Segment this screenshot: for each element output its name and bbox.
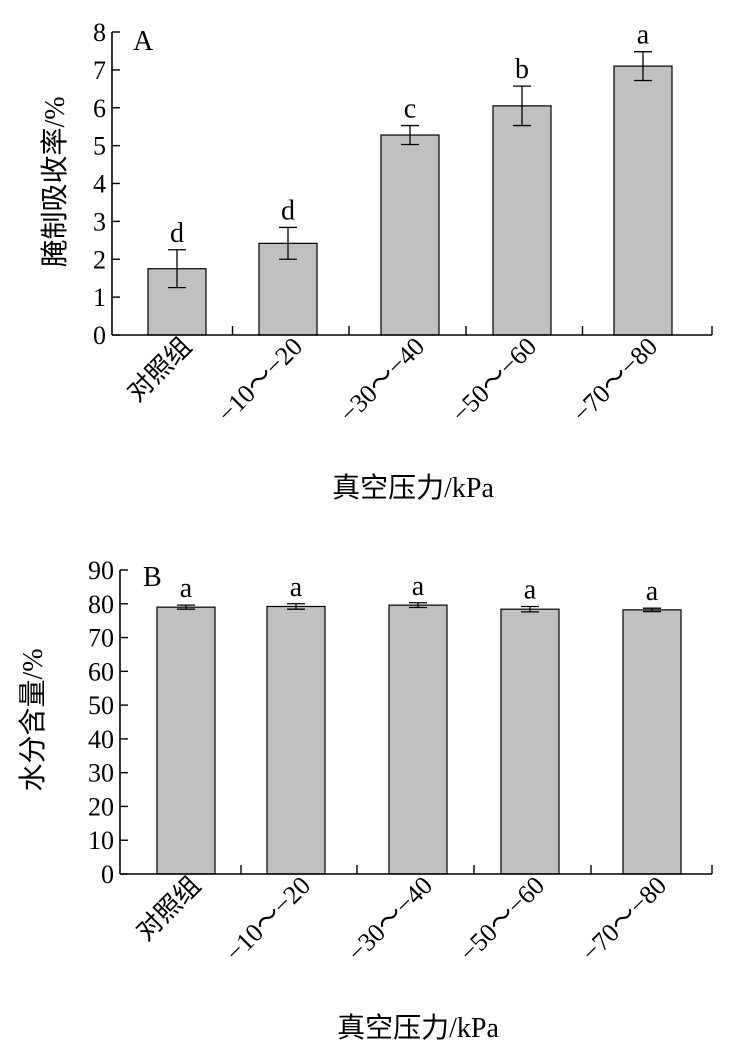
y-axis-title: 水分含量/% [17, 648, 49, 791]
y-tick-label: 50 [88, 691, 114, 720]
bar [613, 65, 673, 336]
x-category-label: −70～−80 [567, 332, 663, 428]
x-category-label: −30～−40 [334, 332, 430, 428]
bar [380, 134, 440, 336]
significance-letter: a [637, 20, 650, 51]
bar [622, 609, 682, 875]
x-category-label: −50～−60 [446, 332, 542, 428]
y-tick-label: 8 [93, 18, 106, 47]
x-category-label: 对照组 [122, 332, 198, 408]
y-tick-label: 70 [88, 624, 114, 653]
significance-letter: a [524, 574, 537, 605]
bar [492, 105, 552, 336]
y-tick-label: 40 [88, 725, 114, 754]
significance-letter: a [180, 573, 193, 604]
bar [388, 604, 448, 875]
y-tick-label: 3 [93, 207, 106, 236]
y-tick-label: 90 [88, 556, 114, 585]
y-tick-label: 5 [93, 132, 106, 161]
x-category-label: −70～−80 [576, 871, 672, 967]
y-tick-label: 2 [93, 245, 106, 274]
bar [500, 608, 560, 875]
significance-letter: d [281, 195, 295, 226]
x-category-label: −30～−40 [342, 871, 438, 967]
bar [156, 606, 216, 875]
x-category-label: −10～−20 [220, 871, 316, 967]
y-tick-label: 4 [93, 170, 106, 199]
y-tick-label: 1 [93, 283, 106, 312]
significance-letter: a [646, 576, 659, 607]
x-category-label: −10～−20 [212, 332, 308, 428]
y-tick-label: 60 [88, 657, 114, 686]
panel-label: A [133, 26, 154, 57]
y-axis-title: 腌制吸收率/% [39, 96, 71, 267]
significance-letter: d [170, 218, 184, 249]
y-tick-label: 7 [93, 56, 106, 85]
x-axis-title: 真空压力/kPa [332, 472, 494, 504]
y-tick-label: 6 [93, 94, 106, 123]
significance-letter: a [412, 571, 425, 602]
y-tick-label: 80 [88, 590, 114, 619]
y-tick-label: 20 [88, 792, 114, 821]
x-category-label: −50～−60 [454, 871, 550, 967]
panel-label: B [143, 562, 162, 593]
y-tick-label: 10 [88, 826, 114, 855]
significance-letter: b [515, 54, 529, 85]
y-tick-label: 0 [101, 860, 114, 889]
x-axis-title: 真空压力/kPa [337, 1012, 499, 1044]
y-tick-label: 30 [88, 759, 114, 788]
x-category-label: 对照组 [131, 871, 207, 947]
significance-letter: c [404, 94, 416, 125]
significance-letter: a [290, 572, 303, 603]
bar [266, 605, 326, 875]
y-tick-label: 0 [93, 321, 106, 350]
